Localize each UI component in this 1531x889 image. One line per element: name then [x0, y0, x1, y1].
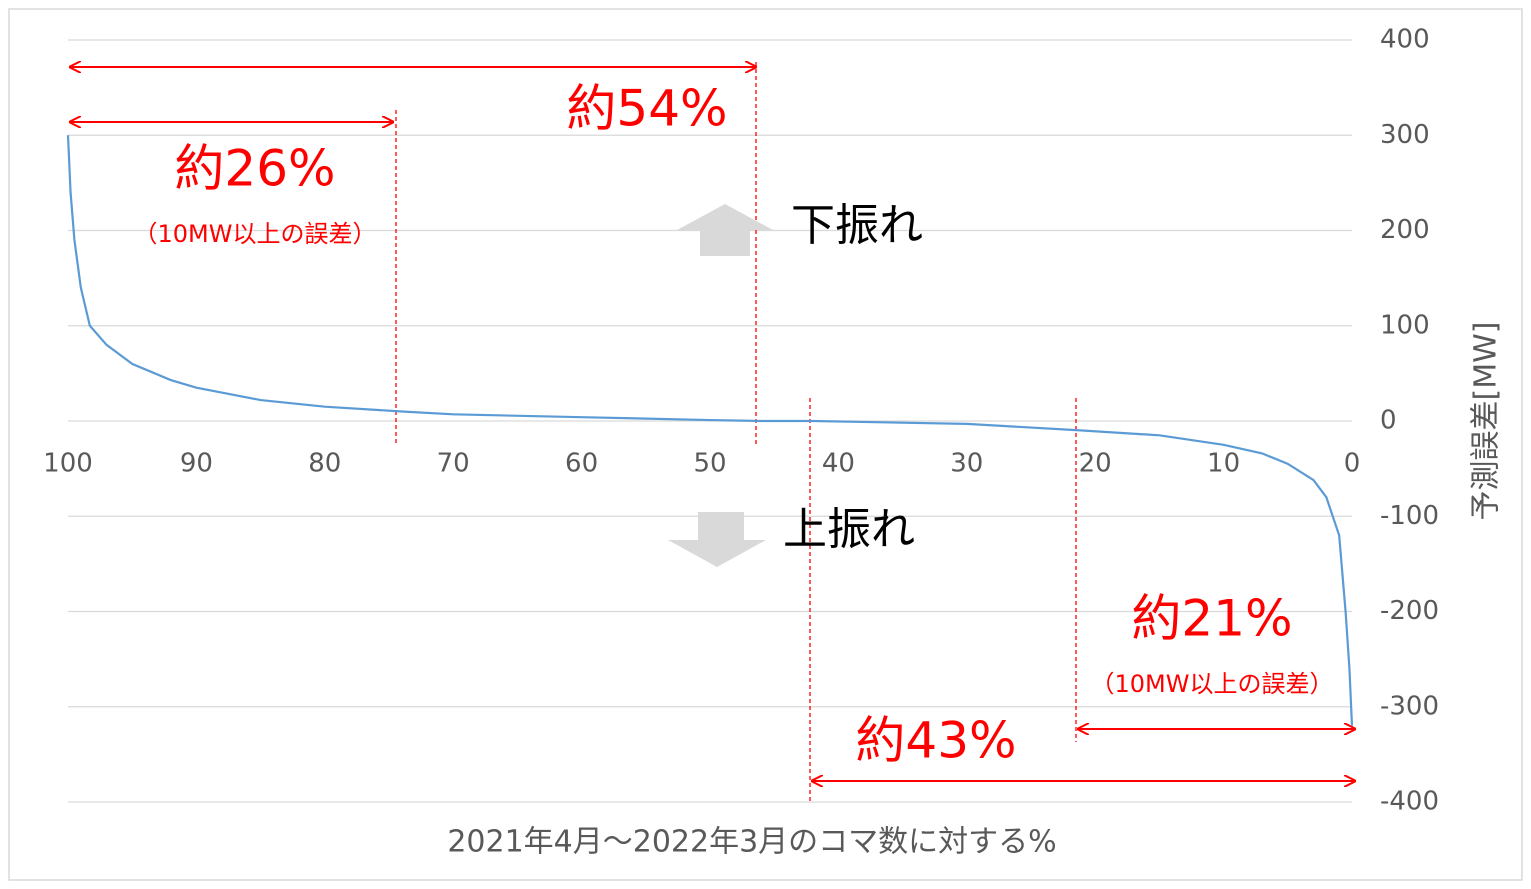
x-axis-label: 2021年4月～2022年3月のコマ数に対する%: [447, 825, 1056, 860]
x-tick-label: 20: [1079, 449, 1112, 479]
y-axis-label: 予測誤差[MW]: [1469, 322, 1504, 521]
annotation: （10MW以上の誤差）: [1091, 670, 1334, 698]
y-tick-label: 0: [1380, 406, 1397, 436]
y-tick-label: 100: [1380, 310, 1430, 340]
annotation: 約26%: [174, 140, 335, 198]
guides: [395, 62, 1077, 803]
up-arrow: [677, 204, 773, 256]
x-tick-label: 80: [308, 449, 341, 479]
annotation: 下振れ: [791, 200, 923, 251]
annotation: 約54%: [566, 80, 727, 138]
y-tick-label: -100: [1380, 501, 1439, 531]
y-tick-label: -200: [1380, 596, 1439, 626]
y-tick-label: 300: [1380, 120, 1430, 150]
x-tick-label: 30: [950, 449, 983, 479]
down-arrow: [668, 512, 766, 567]
y-tick-label: -400: [1380, 787, 1439, 817]
data-line: [66, 135, 1354, 726]
x-tick-label: 90: [180, 449, 213, 479]
annotation: （10MW以上の誤差）: [134, 220, 377, 248]
x-tick-label: 10: [1207, 449, 1240, 479]
y-tick-label: -300: [1380, 691, 1439, 721]
annotation: 約43%: [855, 712, 1016, 770]
arrows: [70, 67, 1355, 781]
x-tick-label: 60: [565, 449, 598, 479]
y-tick-label: 200: [1380, 215, 1430, 245]
x-tick-label: 50: [693, 449, 726, 479]
x-tick-label: 40: [822, 449, 855, 479]
annotation: 上振れ: [783, 504, 915, 555]
y-tick-label: 400: [1380, 25, 1430, 55]
annotation: 約21%: [1131, 590, 1292, 648]
x-tick-label: 100: [43, 449, 93, 479]
x-tick-label: 70: [437, 449, 470, 479]
x-tick-label: 0: [1344, 449, 1361, 479]
